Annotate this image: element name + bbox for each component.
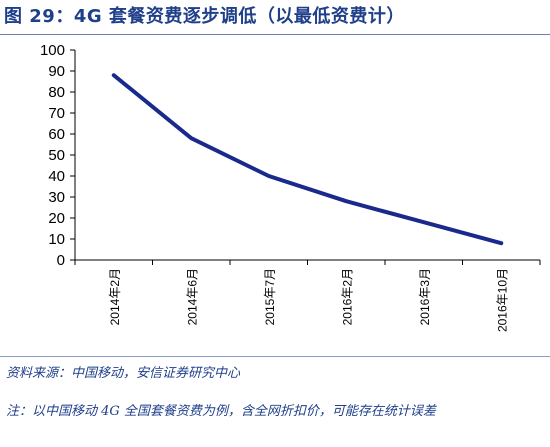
figure-title: 图 29：4G 套餐资费逐步调低（以最低资费计） [4,6,405,27]
x-tick-label: 2015年7月 [263,268,277,325]
data-point [112,73,116,77]
data-point [344,199,348,203]
x-tick-label: 2014年6月 [185,268,199,325]
x-tick-label: 2016年3月 [418,268,432,325]
data-point [499,241,503,245]
series-line [111,73,504,246]
note-text: 注：以中国移动 4G 全国套餐资费为例，含全网折扣价，可能存在统计误差 [6,404,436,419]
y-tick-label: 70 [48,105,65,122]
footer-divider [0,356,550,357]
x-tick-label: 2014年2月 [108,268,122,325]
y-tick-label: 80 [48,84,65,101]
data-point [422,220,426,224]
y-tick-label: 60 [48,126,65,143]
y-tick-label: 30 [48,189,65,206]
series [111,73,504,246]
x-tick-label: 2016年10月 [495,268,509,332]
x-axis: 2014年2月 2014年6月 2015年7月 2016年2月 2016年3月 2016年… [74,259,541,332]
data-point [267,174,271,178]
y-tick-label: 40 [48,168,65,185]
y-tick-label: 20 [48,210,65,227]
title-divider [0,34,550,35]
y-tick-label: 50 [48,147,65,164]
source-text: 资料来源：中国移动，安信证券研究中心 [6,366,241,381]
y-axis: 0 10 20 30 40 50 60 70 80 90 100 [40,42,76,269]
y-tick-label: 100 [40,42,65,59]
y-tick-label: 10 [48,231,65,248]
x-tick-label: 2016年2月 [340,268,354,325]
y-tick-label: 90 [48,63,65,80]
y-tick-label: 0 [57,252,65,269]
data-point [189,136,193,140]
